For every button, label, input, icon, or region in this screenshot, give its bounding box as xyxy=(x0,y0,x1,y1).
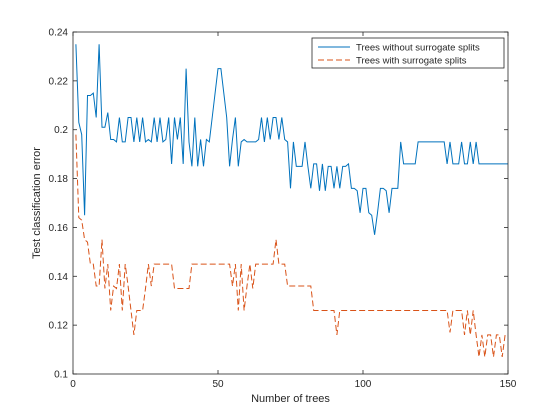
y-tick-label: 0.24 xyxy=(49,28,69,39)
x-axis-label: Number of trees xyxy=(251,393,330,405)
y-tick-label: 0.22 xyxy=(49,76,69,87)
axes-box xyxy=(72,31,509,375)
legend-box xyxy=(311,37,505,69)
series-line-0 xyxy=(75,44,508,235)
y-tick-label: 0.14 xyxy=(49,272,69,283)
legend-label-without-surrogate: Trees without surrogate splits xyxy=(356,43,480,54)
x-tick-label: 150 xyxy=(500,379,517,390)
legend: Trees without surrogate splits Trees wit… xyxy=(311,37,505,69)
x-tick-label: 0 xyxy=(70,379,76,390)
y-axis: 0.1 0.12 0.14 0.16 0.18 0.2 0.22 0.24 xyxy=(49,28,508,381)
y-tick-label: 0.18 xyxy=(49,174,69,185)
y-tick-label: 0.12 xyxy=(49,321,69,332)
y-axis-label: Test classification error xyxy=(31,147,43,259)
series-line-1 xyxy=(75,134,508,357)
y-tick-label: 0.16 xyxy=(49,223,69,234)
x-tick-label: 50 xyxy=(212,379,224,390)
y-tick-label: 0.1 xyxy=(54,370,68,381)
x-tick-label: 100 xyxy=(355,379,372,390)
y-tick-label: 0.2 xyxy=(54,125,68,136)
series-layer xyxy=(75,44,508,357)
legend-label-with-surrogate: Trees with surrogate splits xyxy=(356,56,467,67)
plot-area xyxy=(73,32,508,374)
x-axis: 0 50 100 150 xyxy=(70,32,517,390)
